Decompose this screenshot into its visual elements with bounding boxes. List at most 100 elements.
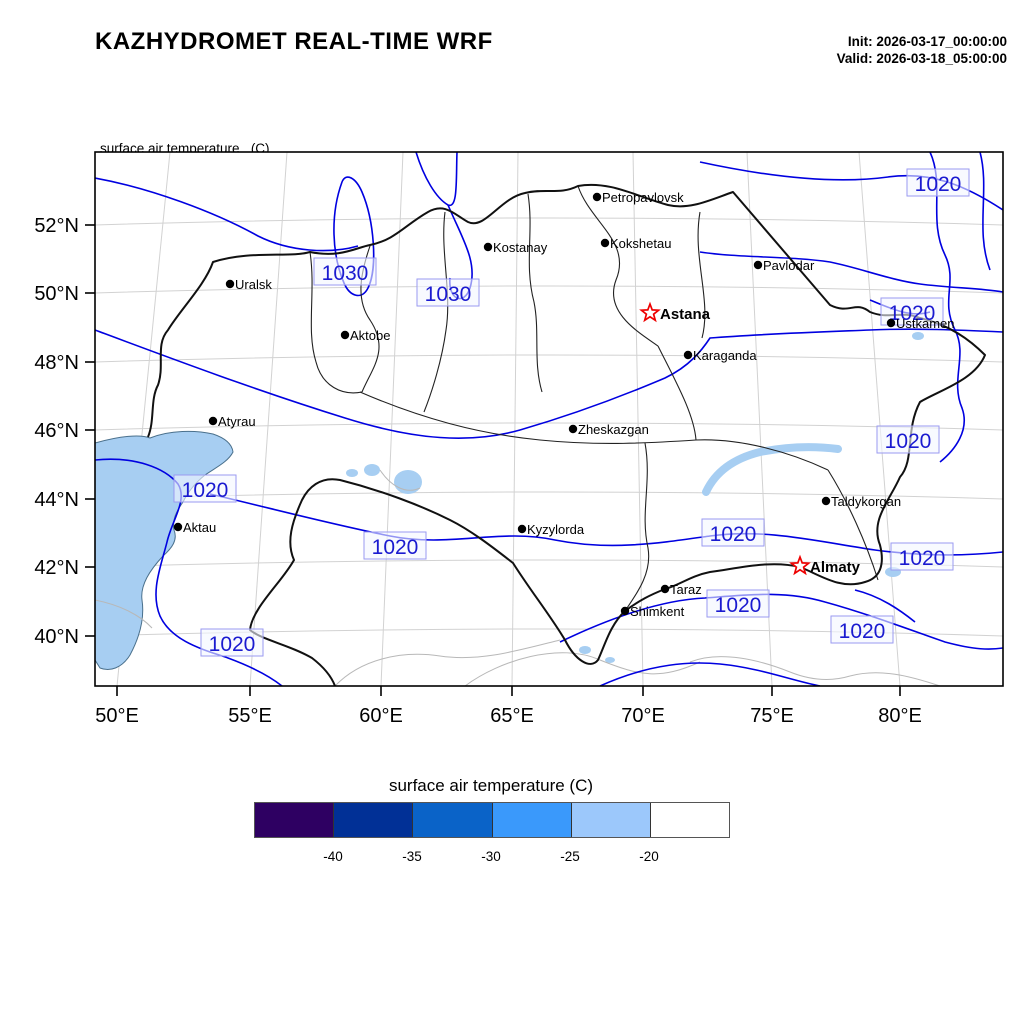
city-dot-icon <box>592 192 602 202</box>
capital-star-icon <box>789 554 811 576</box>
colorbar-tick-labels: -40 -35 -30 -25 -20 <box>254 849 728 869</box>
city-label: Pavlodar <box>763 258 815 273</box>
city-label: Uralsk <box>235 277 272 292</box>
national-border <box>147 183 986 686</box>
city-dot-icon <box>173 522 183 532</box>
lat-tick-label: 46°N <box>34 420 79 442</box>
city-dot-icon <box>568 424 578 434</box>
page-title: KAZHYDROMET REAL-TIME WRF <box>95 28 493 55</box>
oblast-borders <box>309 185 879 609</box>
lon-tick-label: 55°E <box>228 705 272 727</box>
colorbar-tick-label: -40 <box>323 849 343 864</box>
lat-tick-label: 50°N <box>34 283 79 305</box>
pressure-label-value: 1030 <box>322 262 369 285</box>
colorbar-segment <box>571 803 651 837</box>
valid-time: Valid: 2026-03-18_05:00:00 <box>836 51 1007 66</box>
colorbar-tick-label: -20 <box>639 849 659 864</box>
lat-tick-label: 40°N <box>34 626 79 648</box>
pressure-label-value: 1020 <box>889 302 936 325</box>
aral-sea <box>394 470 422 494</box>
city-dot-icon <box>886 318 896 328</box>
map-frame <box>94 151 1004 687</box>
pressure-label-value: 1020 <box>839 620 886 643</box>
city-label: Atyrau <box>218 414 256 429</box>
city-label: Petropavlovsk <box>602 190 684 205</box>
capital-star-icon <box>639 301 661 323</box>
init-time: Init: 2026-03-17_00:00:00 <box>847 34 1007 49</box>
colorbar-segment <box>334 803 414 837</box>
pressure-label-value: 1020 <box>209 633 256 656</box>
lat-tick-label: 44°N <box>34 489 79 511</box>
lat-tick-label: 42°N <box>34 557 79 579</box>
pressure-label-box <box>890 542 954 571</box>
pressure-label-box <box>830 615 894 644</box>
capital-label: Astana <box>660 306 711 323</box>
city-label: Shimkent <box>630 604 685 619</box>
colorbar <box>254 802 730 838</box>
colorbar-title: surface air temperature (C) <box>388 776 594 795</box>
colorbar-tick-label: -30 <box>481 849 501 864</box>
pressure-label-box <box>200 628 264 657</box>
city-dot-icon <box>208 416 218 426</box>
city-dot-icon <box>683 350 693 360</box>
city-label: Aktau <box>183 520 216 535</box>
pressure-label-box <box>173 474 237 503</box>
pressure-label-value: 1020 <box>715 594 762 617</box>
city-dot-icon <box>600 238 610 248</box>
lon-tick-label: 50°E <box>95 705 139 727</box>
city-label: Kostanay <box>493 240 548 255</box>
lon-tick-label: 75°E <box>750 705 794 727</box>
lat-tick-label: 52°N <box>34 215 79 237</box>
colorbar-segment <box>492 803 572 837</box>
city-label: Kyzylorda <box>527 522 585 537</box>
city-dot-icon <box>660 584 670 594</box>
colorbar-segment <box>413 803 493 837</box>
colorbar-segment <box>650 803 730 837</box>
pressure-label-value: 1020 <box>372 536 419 559</box>
colorbar-tick-label: -25 <box>560 849 580 864</box>
city-dot-icon <box>340 330 350 340</box>
city-dot-icon <box>753 260 763 270</box>
lon-tick-label: 60°E <box>359 705 403 727</box>
city-dot-icon <box>517 524 527 534</box>
lakes <box>346 332 924 663</box>
pressure-label-value: 1020 <box>915 173 962 196</box>
pressure-label-box <box>706 589 770 618</box>
city-label: Karaganda <box>693 348 757 363</box>
pressure-label-box <box>876 425 940 454</box>
run-times: Init: 2026-03-17_00:00:00 Valid: 2026-03… <box>837 33 1007 67</box>
city-label: Zheskazgan <box>578 422 649 437</box>
city-layer: Petropavlovsk Kostanay Kokshetau Pavlodar Ur… <box>173 190 955 619</box>
city-dot-icon <box>225 279 235 289</box>
neighbor-borders <box>95 469 941 686</box>
city-label: Ustkamen <box>896 316 955 331</box>
colorbar-tick-label: -35 <box>402 849 422 864</box>
pressure-label-box <box>313 257 377 286</box>
axis-layer: 50°E 55°E 60°E 65°E 70°E 75°E 80°E 52°N 50°N 48°N… <box>34 215 921 727</box>
city-dot-icon <box>821 496 831 506</box>
city-label: Kokshetau <box>610 236 671 251</box>
pressure-label-box <box>363 531 427 560</box>
city-label: Aktobe <box>350 328 390 343</box>
lon-tick-label: 80°E <box>878 705 922 727</box>
city-label: Taldykorgan <box>831 494 901 509</box>
capital-label: Almaty <box>810 559 861 576</box>
lake-balkhash <box>702 443 842 496</box>
pressure-label-value: 1020 <box>710 523 757 546</box>
pressure-label-box <box>906 168 970 197</box>
pressure-label-value: 1020 <box>182 479 229 502</box>
city-dot-icon <box>483 242 493 252</box>
colorbar-segment <box>255 803 335 837</box>
map-background <box>95 152 1003 686</box>
lon-tick-label: 65°E <box>490 705 534 727</box>
lat-tick-label: 48°N <box>34 352 79 374</box>
city-dot-icon <box>620 606 630 616</box>
pressure-label-value: 1020 <box>899 547 946 570</box>
pressure-label-box <box>701 518 765 547</box>
pressure-label-value: 1030 <box>425 283 472 306</box>
city-label: Taraz <box>670 582 702 597</box>
pressure-label-box <box>416 278 480 307</box>
lon-tick-label: 70°E <box>621 705 665 727</box>
